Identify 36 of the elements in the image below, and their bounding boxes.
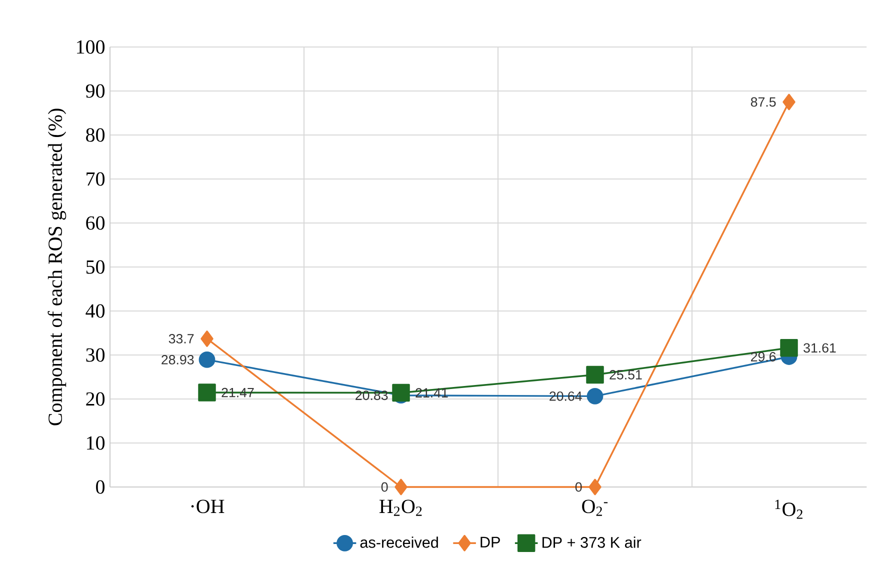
legend-label: as-received <box>360 536 438 548</box>
point <box>200 330 214 347</box>
point <box>586 366 604 384</box>
data-label: 28.93 <box>162 354 194 364</box>
point <box>198 384 216 402</box>
point <box>394 478 408 496</box>
data-label: 31.61 <box>804 343 836 353</box>
point <box>198 352 216 368</box>
y-tick-label: 60 <box>86 216 105 230</box>
data-label: 87.5 <box>750 97 776 107</box>
data-label: 0 <box>381 482 388 492</box>
y-axis-title: Component of each ROS generated (%) <box>48 108 66 426</box>
point <box>782 94 796 110</box>
y-tick-label: 50 <box>86 260 105 274</box>
point <box>392 384 410 402</box>
data-label: 29.6 <box>751 352 776 362</box>
point <box>588 478 602 496</box>
point <box>586 388 604 404</box>
x-tick-label: H$_{2}$O$_{2}$ <box>379 500 422 516</box>
y-tick-label: 10 <box>87 436 105 450</box>
x-tick-label: ·OH <box>191 500 224 514</box>
point <box>780 339 798 357</box>
y-tick-label: 80 <box>86 128 105 142</box>
x-tick-label: $^{1}$O$_{2}$ <box>775 500 802 519</box>
data-label: 25.51 <box>610 370 642 380</box>
legend-label: DP + 373 K air <box>542 536 642 548</box>
y-tick-label: 90 <box>86 84 105 98</box>
y-tick-label: 0 <box>96 480 105 494</box>
y-tick-label: 40 <box>86 304 105 318</box>
x-tick-label: O$_{2}$- <box>582 500 608 516</box>
y-tick-label: 100 <box>77 40 105 54</box>
y-tick-label: 20 <box>86 392 105 406</box>
y-tick-label: 70 <box>86 172 105 186</box>
data-label: 33.7 <box>168 334 194 344</box>
legend-label: DP <box>480 536 500 548</box>
y-tick-label: 30 <box>86 348 105 362</box>
